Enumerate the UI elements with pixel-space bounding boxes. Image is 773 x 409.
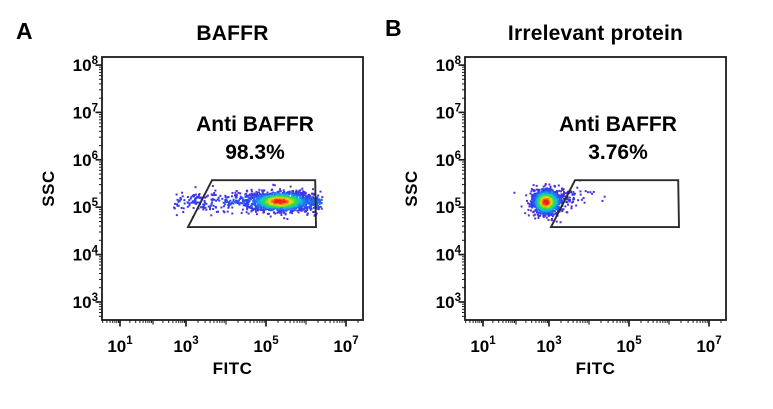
svg-text:105: 105 [73, 197, 99, 217]
panel-b: B Irrelevant protein 101 103 105 107 103 104 1… [363, 0, 773, 409]
svg-text:105: 105 [253, 335, 279, 356]
panel-a-letter: A [16, 18, 33, 44]
y-axis-title: SSC [402, 170, 421, 206]
plot-box [464, 56, 727, 321]
x-tick-labels: 101 103 105 107 [107, 335, 358, 356]
svg-text:105: 105 [616, 335, 642, 356]
svg-text:107: 107 [696, 335, 721, 356]
x-tick-labels: 101 103 105 107 [470, 335, 721, 356]
y-axis-title: SSC [39, 170, 58, 206]
svg-text:104: 104 [73, 245, 99, 265]
svg-text:104: 104 [436, 245, 462, 265]
svg-text:106: 106 [436, 150, 461, 170]
x-axis-title: FITC [213, 359, 253, 378]
gate-annotation-label: Anti BAFFR [559, 113, 677, 136]
panel-b-letter: B [385, 15, 402, 41]
svg-text:103: 103 [436, 292, 461, 312]
x-axis-ticks [465, 320, 722, 327]
gate-polygon [549, 179, 680, 229]
svg-text:108: 108 [436, 55, 462, 75]
svg-text:107: 107 [333, 335, 358, 356]
scatter-points [513, 179, 606, 224]
svg-text:101: 101 [470, 335, 496, 356]
scatter-points [173, 183, 324, 220]
panel-a-title: BAFFR [196, 22, 269, 45]
svg-text:106: 106 [73, 150, 98, 170]
plot-box [101, 56, 364, 321]
flow-plot-a: 101 103 105 107 103 104 105 106 107 108 FITC SSC Ant… [39, 55, 364, 378]
svg-text:108: 108 [73, 55, 99, 75]
gate-polygon [186, 179, 317, 229]
y-tick-labels: 103 104 105 106 107 108 [436, 55, 462, 312]
gate-annotation-label: Anti BAFFR [196, 113, 314, 136]
svg-text:107: 107 [436, 102, 461, 122]
svg-text:103: 103 [173, 335, 198, 356]
panel-a: A BAFFR 101 103 105 107 103 104 105 106 107 108 FI… [0, 0, 386, 409]
svg-text:103: 103 [536, 335, 561, 356]
flow-plot-b: 101 103 105 107 103 104 105 106 107 108 FITC SSC Ant… [402, 55, 727, 378]
panel-b-title: Irrelevant protein [507, 22, 684, 45]
x-axis-title: FITC [576, 359, 616, 378]
svg-text:101: 101 [107, 335, 133, 356]
x-axis-ticks [102, 320, 359, 327]
gate-annotation-percent: 98.3% [225, 141, 285, 164]
y-tick-labels: 103 104 105 106 107 108 [73, 55, 99, 312]
gate-annotation-percent: 3.76% [588, 141, 648, 164]
svg-text:103: 103 [73, 292, 98, 312]
svg-text:107: 107 [73, 102, 98, 122]
svg-text:105: 105 [436, 197, 462, 217]
